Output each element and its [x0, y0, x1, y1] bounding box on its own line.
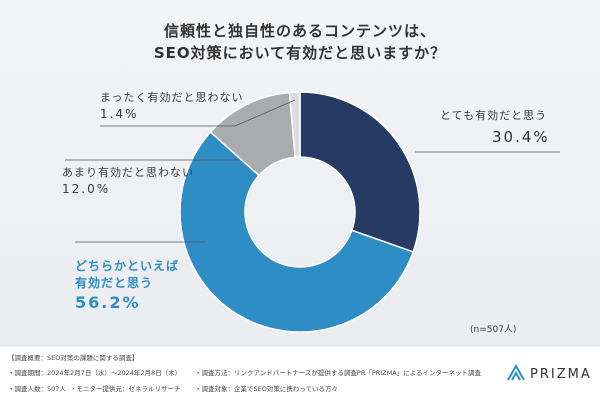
title-line: SEO対策において有効だと思いますか？: [153, 44, 447, 62]
footer-line: ・調査人数：507人: [8, 385, 66, 393]
category-label: まったく有効だと思わない: [100, 91, 244, 104]
value-label: 30.4%: [492, 128, 550, 146]
leader-line: [100, 99, 296, 127]
value-label: 56.2%: [75, 293, 141, 312]
footer-line: 【調査概要：SEO対策の課題に関する調査】: [8, 354, 139, 362]
category-label: どちらかといえば 有効だと思う: [75, 259, 180, 290]
donut-slice: [288, 91, 301, 159]
footer-line: ・調査方法：リンクアンドパートナーズが提供する調査PR「PRIZMA」によるイン…: [195, 369, 482, 377]
donut-slice: [179, 131, 415, 333]
sample-note: (n=507人): [470, 325, 517, 335]
title-line: 信頼性と独自性のあるコンテンツは、: [163, 22, 436, 40]
category-label: あまり有効だと思わない: [62, 166, 194, 179]
logo-text: PRIZMA: [530, 367, 592, 382]
footer: 【調査概要：SEO対策の課題に関する調査】 ・調査期間：2024年2月7日（水）…: [0, 347, 600, 400]
logo-icon: [507, 363, 525, 381]
value-label: 1.4%: [100, 107, 139, 121]
footer-line: ・調査対象：企業でSEO対策に携わっている方々: [195, 385, 339, 393]
footer-line: ・モニター提供元：ゼネラルリサーチ: [70, 385, 181, 393]
category-label: とても有効だと思う: [440, 109, 548, 122]
donut-slice: [299, 91, 421, 253]
value-label: 12.0%: [62, 182, 111, 196]
footer-line: ・調査期間：2024年2月7日（水）〜2024年2月8日（木）: [8, 369, 182, 377]
